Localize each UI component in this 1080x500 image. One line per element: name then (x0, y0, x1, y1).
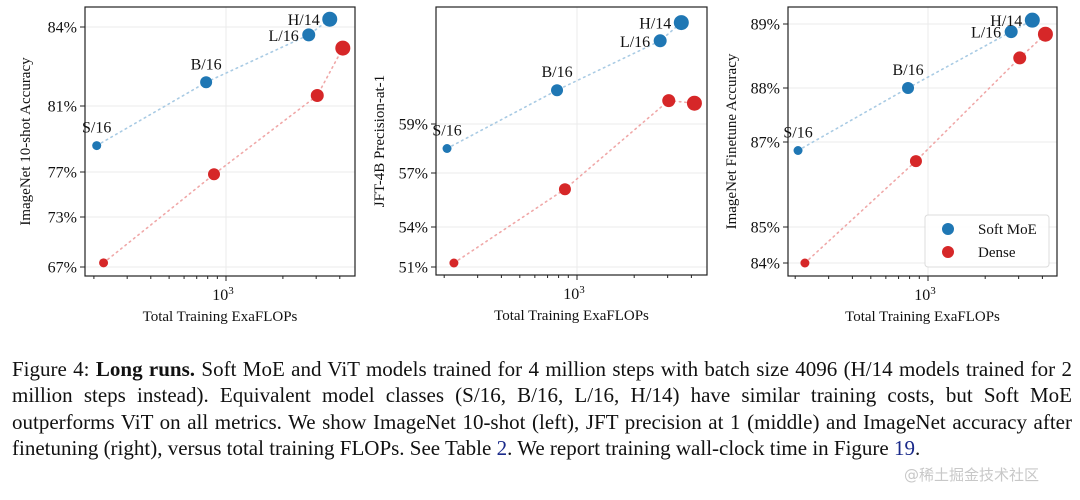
y-axis-label: JFT-4B Precision-at-1 (372, 75, 388, 207)
data-point-soft-moe-b-16 (902, 82, 915, 94)
figure-svg: 84% 81% 77% 73% 67% 103 Total Training ExaFLOP… (18, 6, 1058, 325)
point-label-h-14: H/14 (639, 16, 671, 33)
legend: Soft MoE Dense (924, 214, 1050, 268)
point-label-l-16: L/16 (971, 25, 1001, 42)
data-point-soft-moe-l-16 (302, 28, 316, 42)
point-label-h-14: H/14 (990, 13, 1022, 30)
data-point-soft-moe-l-16 (653, 34, 667, 48)
chart-panel-1: 84% 81% 77% 73% 67% 103 Total Training ExaFLOP… (18, 6, 356, 325)
caption-text-2: . We report training wall-clock time in … (507, 436, 894, 461)
point-label-h-14: H/14 (288, 12, 320, 29)
y-tick-label: 57% (399, 166, 428, 183)
caption-prefix: Figure 4: (12, 357, 96, 381)
y-tick-label: 59% (399, 117, 428, 134)
x-tick-label: 103 (563, 284, 585, 303)
series-line-soft-moe (95, 18, 331, 147)
series-line-soft-moe (446, 21, 683, 150)
data-point-dense-s-16 (449, 258, 459, 268)
caption-text-3: . (914, 436, 921, 461)
y-tick-label: 77% (48, 165, 77, 182)
y-axis-label: ImageNet 10-shot Accuracy (18, 57, 34, 226)
data-point-dense-h-14 (1037, 26, 1053, 42)
y-tick-label: 54% (399, 220, 428, 237)
point-label-s-16: S/16 (82, 120, 111, 137)
data-point-soft-moe-h-14 (1024, 12, 1040, 28)
point-label-l-16: L/16 (269, 28, 299, 45)
table-ref-link[interactable]: 2 (496, 436, 508, 461)
data-point-soft-moe-s-16 (92, 141, 102, 151)
figure-4: 84% 81% 77% 73% 67% 103 Total Training ExaFLOP… (18, 6, 1058, 325)
point-label-b-16: B/16 (892, 62, 923, 79)
figure-caption: Figure 4: Long runs. Soft MoE and ViT mo… (12, 356, 1072, 462)
legend-label-soft-moe: Soft MoE (978, 222, 1037, 238)
y-tick-label: 73% (48, 210, 77, 227)
data-point-soft-moe-h-14 (673, 15, 689, 31)
y-tick-label: 51% (399, 260, 428, 277)
data-point-dense-l-16 (662, 94, 676, 108)
legend-marker-soft-moe (942, 223, 954, 235)
data-point-dense-s-16 (800, 258, 810, 268)
point-label-b-16: B/16 (541, 64, 572, 81)
figure-ref-link[interactable]: 19 (893, 436, 915, 461)
data-point-soft-moe-s-16 (793, 146, 803, 155)
data-point-soft-moe-s-16 (442, 144, 452, 153)
caption-title: Long runs. (95, 357, 196, 381)
data-point-dense-h-14 (335, 40, 351, 56)
y-axis-label: ImageNet Finetune Accuracy (724, 53, 740, 229)
data-point-dense-h-14 (686, 95, 702, 111)
x-axis-label: Total Training ExaFLOPs (845, 309, 1000, 325)
watermark: @稀土掘金技术社区 (904, 466, 1040, 484)
data-point-dense-b-16 (909, 155, 922, 168)
x-axis-label: Total Training ExaFLOPs (494, 308, 649, 324)
caption-text-1: Soft MoE and ViT models trained for 4 mi… (12, 357, 1072, 461)
y-tick-label: 88% (751, 81, 780, 98)
legend-box (924, 214, 1050, 268)
y-tick-label: 67% (48, 260, 77, 277)
x-tick-label: 103 (212, 285, 234, 304)
chart-panel-3: 89% 88% 87% 85% 84% 103 Total Training ExaFLOP… (724, 6, 1058, 325)
data-point-soft-moe-l-16 (1004, 25, 1018, 39)
data-point-soft-moe-h-14 (322, 11, 338, 27)
series-line-dense (102, 47, 344, 264)
data-point-dense-l-16 (1013, 51, 1027, 65)
data-point-dense-b-16 (208, 168, 221, 181)
point-label-b-16: B/16 (191, 56, 222, 73)
y-tick-label: 85% (751, 220, 780, 237)
y-tick-label: 84% (48, 20, 77, 37)
point-label-l-16: L/16 (620, 34, 650, 51)
legend-marker-dense (942, 246, 954, 258)
data-point-dense-b-16 (558, 183, 571, 196)
data-point-dense-s-16 (99, 258, 109, 268)
data-point-soft-moe-b-16 (200, 76, 213, 89)
point-label-s-16: S/16 (432, 123, 461, 140)
x-axis-label: Total Training ExaFLOPs (143, 309, 298, 325)
y-tick-label: 89% (751, 17, 780, 34)
point-label-s-16: S/16 (783, 125, 812, 142)
series-line-dense (453, 99, 696, 264)
y-tick-label: 81% (48, 99, 77, 116)
series-line-dense (804, 33, 1047, 264)
y-tick-label: 84% (751, 256, 780, 273)
legend-label-dense: Dense (978, 245, 1016, 261)
plot-frame (435, 6, 708, 276)
x-tick-label: 103 (914, 285, 936, 304)
data-point-dense-l-16 (310, 88, 324, 102)
data-point-soft-moe-b-16 (551, 84, 564, 97)
plot-frame (84, 6, 356, 277)
chart-panel-2: 59% 57% 54% 51% 103 Total Training ExaFLOPs JF… (372, 6, 708, 324)
y-tick-label: 87% (751, 135, 780, 152)
